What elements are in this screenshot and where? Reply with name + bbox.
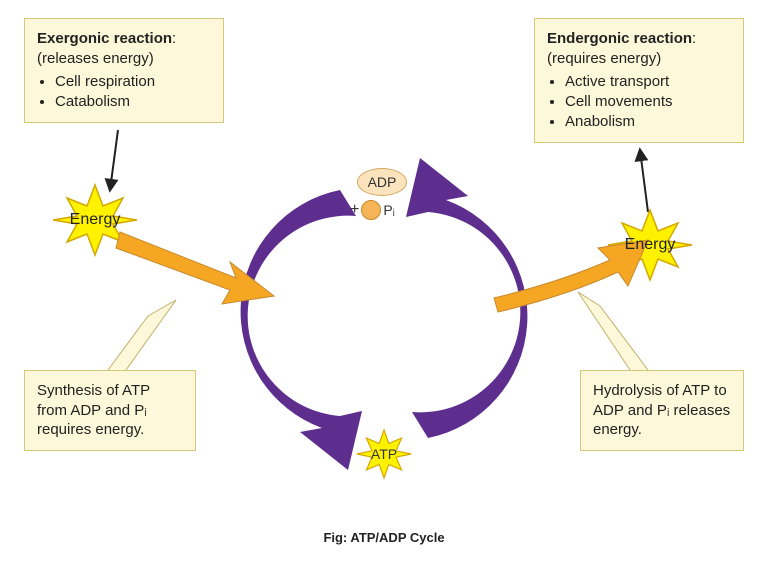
- endergonic-item: Cell movements: [565, 92, 731, 112]
- synthesis-text: Synthesis of ATP from ADP and Pᵢ require…: [37, 382, 150, 438]
- adp-group: ADP: [357, 168, 407, 196]
- endergonic-box: Endergonic reaction: (requires energy) A…: [534, 18, 744, 143]
- endergonic-list: Active transport Cell movements Anabolis…: [565, 72, 731, 133]
- adp-label: ADP: [368, 174, 397, 190]
- pi-label: Pᵢ: [383, 202, 395, 218]
- pi-circle-icon: [361, 200, 381, 220]
- hydrolysis-text: Hydrolysis of ATP to ADP and Pᵢ releases…: [593, 382, 730, 438]
- hydrolysis-leader: [578, 292, 648, 370]
- energy-label-right: Energy: [625, 236, 676, 254]
- pi-group: + Pᵢ: [350, 200, 395, 220]
- atp-wrap: ATP: [364, 444, 404, 464]
- atp-label: ATP: [371, 446, 397, 462]
- endergonic-item: Active transport: [565, 72, 731, 92]
- endergonic-subtitle: (requires energy): [547, 49, 731, 69]
- endergonic-title: Endergonic reaction: [547, 30, 692, 47]
- energy-star-left-wrap: Energy: [55, 200, 135, 240]
- exergonic-title: Exergonic reaction: [37, 30, 172, 47]
- exergonic-item: Cell respiration: [55, 72, 211, 92]
- orange-arrow-in: [116, 232, 274, 304]
- endergonic-item: Anabolism: [565, 112, 731, 132]
- cycle-arrow-left: [241, 190, 362, 470]
- hydrolysis-callout: Hydrolysis of ATP to ADP and Pᵢ releases…: [580, 370, 744, 451]
- cycle-arrow-right: [406, 158, 527, 438]
- synthesis-callout: Synthesis of ATP from ADP and Pᵢ require…: [24, 370, 196, 451]
- synthesis-leader: [108, 300, 176, 370]
- arrow-energy-to-endergonic: [640, 150, 648, 212]
- diagram-canvas: Exergonic reaction: (releases energy) Ce…: [0, 0, 768, 567]
- exergonic-subtitle: (releases energy): [37, 49, 211, 69]
- exergonic-item: Catabolism: [55, 92, 211, 112]
- figure-caption: Fig: ATP/ADP Cycle: [0, 530, 768, 545]
- energy-star-right-wrap: Energy: [610, 225, 690, 265]
- plus-sign: +: [350, 201, 359, 219]
- endergonic-colon: :: [692, 30, 696, 47]
- exergonic-box: Exergonic reaction: (releases energy) Ce…: [24, 18, 224, 123]
- exergonic-list: Cell respiration Catabolism: [55, 72, 211, 113]
- adp-oval: ADP: [357, 168, 407, 196]
- arrow-exergonic-to-energy: [110, 130, 118, 190]
- exergonic-colon: :: [172, 30, 176, 47]
- energy-label-left: Energy: [70, 211, 121, 229]
